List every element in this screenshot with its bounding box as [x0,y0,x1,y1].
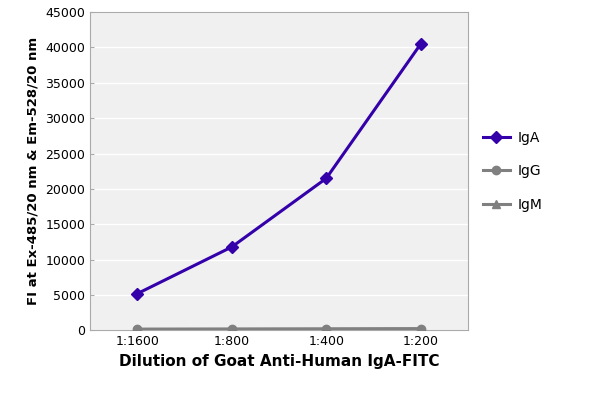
IgG [323,326,330,331]
Y-axis label: FI at Ex-485/20 nm & Em-528/20 nm: FI at Ex-485/20 nm & Em-528/20 nm [27,37,40,305]
Line: IgA: IgA [133,40,425,298]
IgA [323,176,330,181]
IgG [228,326,235,331]
Legend: IgA, IgG, IgM: IgA, IgG, IgM [482,131,542,212]
IgG [417,326,424,331]
IgM [134,327,141,332]
IgG [134,327,141,332]
IgA [417,42,424,46]
X-axis label: Dilution of Goat Anti-Human IgA-FITC: Dilution of Goat Anti-Human IgA-FITC [119,354,439,369]
IgA [228,245,235,249]
IgA [134,291,141,296]
IgM [228,327,235,332]
IgM [417,326,424,331]
Line: IgG: IgG [133,324,425,333]
Line: IgM: IgM [133,325,425,334]
IgM [323,327,330,332]
